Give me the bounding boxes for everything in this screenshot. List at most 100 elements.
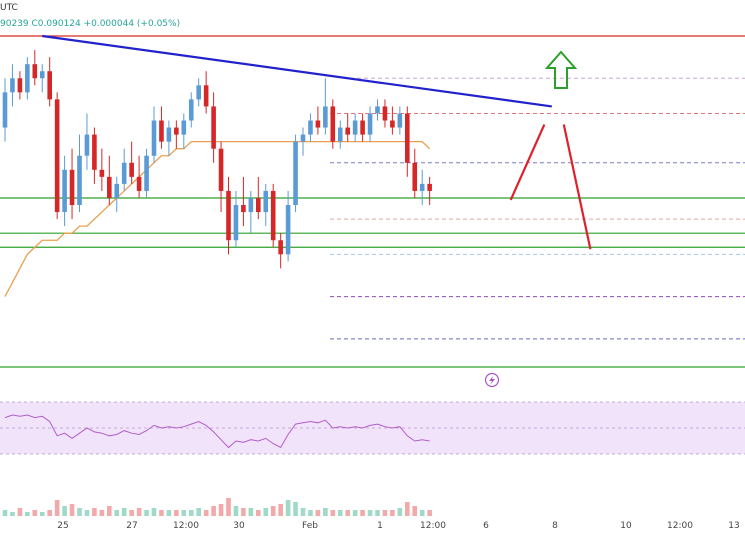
candle-body bbox=[285, 205, 291, 255]
candle-body bbox=[419, 183, 425, 191]
candle-body bbox=[330, 106, 336, 142]
volume-bar bbox=[47, 510, 52, 516]
candle-body bbox=[397, 113, 403, 128]
volume-bar bbox=[248, 508, 254, 516]
volume-bar bbox=[136, 508, 142, 516]
volume-bar bbox=[159, 510, 164, 516]
candle-body bbox=[367, 113, 373, 135]
volume-bar bbox=[25, 512, 30, 516]
volume-bar bbox=[188, 510, 194, 516]
volume-bar bbox=[293, 502, 298, 516]
x-tick-label: 1 bbox=[377, 521, 383, 531]
candle-body bbox=[159, 120, 164, 142]
volume-bar bbox=[375, 510, 380, 516]
candle-body bbox=[77, 155, 82, 206]
projection-up bbox=[509, 124, 546, 201]
candle-body bbox=[69, 169, 75, 206]
candle-body bbox=[107, 176, 112, 198]
volume-bar bbox=[39, 512, 45, 516]
candle-body bbox=[10, 78, 15, 93]
x-tick-label: 6 bbox=[483, 521, 489, 531]
volume-bar bbox=[166, 510, 172, 516]
x-tick-label: 25 bbox=[57, 521, 68, 531]
descending-trendline bbox=[42, 34, 552, 108]
candle-body bbox=[203, 85, 209, 107]
candle-body bbox=[412, 162, 418, 191]
volume-bar bbox=[352, 510, 358, 516]
volume-bar bbox=[345, 510, 350, 516]
candle-body bbox=[166, 127, 172, 142]
x-tick-label: 10 bbox=[620, 521, 632, 531]
candle-body bbox=[233, 205, 239, 241]
volume-bar bbox=[270, 506, 276, 516]
volume-bar bbox=[129, 510, 134, 516]
volume-bar bbox=[390, 510, 395, 516]
volume-bar bbox=[382, 510, 388, 516]
candle-body bbox=[337, 127, 343, 142]
x-tick-label: 12:00 bbox=[173, 521, 199, 531]
x-tick-label: 30 bbox=[233, 521, 245, 531]
volume-bar bbox=[360, 510, 365, 516]
candle-body bbox=[270, 190, 276, 241]
timezone-label: UTC bbox=[0, 3, 18, 13]
volume-bar bbox=[405, 502, 410, 516]
volume-bar bbox=[84, 510, 90, 516]
volume-bar bbox=[226, 498, 231, 516]
volume-bar bbox=[308, 510, 313, 516]
candle-body bbox=[39, 71, 45, 79]
up-arrow-icon bbox=[544, 50, 578, 89]
projection-down bbox=[562, 124, 592, 250]
volume-bar bbox=[196, 508, 201, 516]
candle-body bbox=[218, 148, 224, 191]
candle-body bbox=[382, 106, 388, 121]
x-tick-label: 12:00 bbox=[420, 521, 446, 531]
candle-body bbox=[352, 120, 358, 135]
volume-bar bbox=[114, 510, 120, 516]
candle-body bbox=[114, 183, 120, 198]
candle-body bbox=[129, 162, 134, 177]
candle-body bbox=[375, 106, 380, 114]
rsi-line bbox=[4, 414, 430, 449]
candle-body bbox=[47, 71, 52, 100]
candle-body bbox=[211, 106, 216, 149]
volume-bar bbox=[256, 510, 261, 516]
volume-bar bbox=[69, 504, 75, 516]
volume-bar bbox=[17, 508, 23, 516]
candle-body bbox=[136, 176, 142, 191]
x-tick-label: 27 bbox=[126, 521, 137, 531]
candle-body bbox=[121, 162, 127, 184]
candle-body bbox=[323, 106, 328, 128]
candle-body bbox=[241, 205, 246, 213]
volume-bar bbox=[278, 504, 283, 516]
volume-bar bbox=[300, 508, 306, 516]
candle-body bbox=[144, 155, 149, 191]
candle-body bbox=[2, 92, 8, 128]
candle-body bbox=[99, 169, 105, 177]
volume-bar bbox=[263, 508, 269, 516]
lightning-bolt bbox=[489, 376, 495, 385]
volume-bar bbox=[285, 500, 291, 516]
candle-body bbox=[248, 197, 254, 213]
volume-bar bbox=[62, 506, 67, 516]
candle-body bbox=[226, 190, 231, 241]
volume-bar bbox=[323, 508, 328, 516]
candle-body bbox=[315, 120, 321, 128]
volume-bar bbox=[315, 510, 321, 516]
candle-body bbox=[54, 99, 60, 213]
volume-bar bbox=[10, 512, 15, 516]
x-tick-label: 13 bbox=[728, 521, 739, 531]
x-tick-label: 12:00 bbox=[667, 521, 693, 531]
candle-body bbox=[17, 78, 23, 93]
candle-body bbox=[25, 64, 30, 93]
volume-bar bbox=[203, 510, 209, 516]
volume-bar bbox=[211, 506, 216, 516]
volume-bar bbox=[412, 506, 418, 516]
candle-body bbox=[345, 127, 350, 135]
candle-body bbox=[405, 113, 410, 163]
volume-bar bbox=[330, 510, 336, 516]
candle-body bbox=[151, 120, 157, 156]
candle-body bbox=[32, 64, 38, 79]
candle-body bbox=[256, 197, 261, 213]
volume-bar bbox=[367, 510, 373, 516]
